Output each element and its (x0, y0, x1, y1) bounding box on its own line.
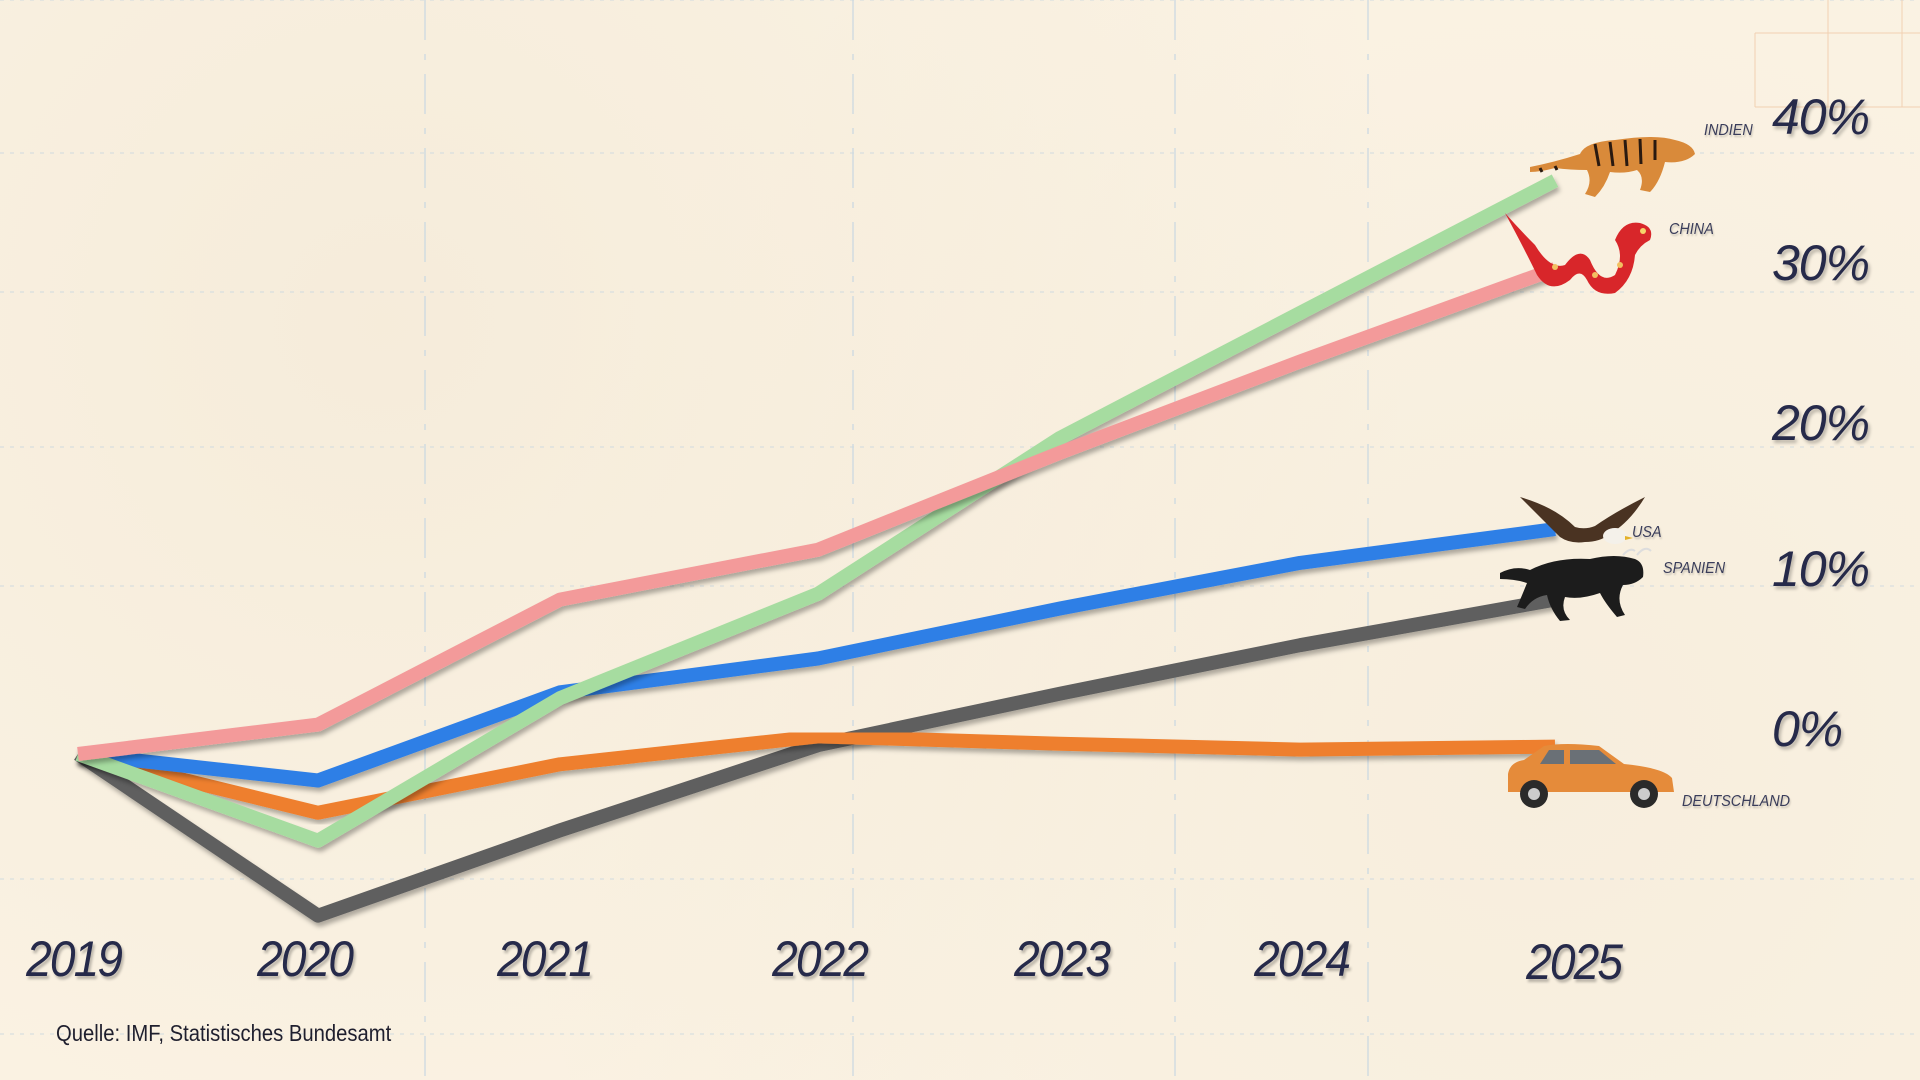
label-indien: INDIEN (1704, 122, 1753, 139)
x-tick-2024: 2024 (1254, 931, 1351, 987)
x-tick-2021: 2021 (497, 931, 594, 987)
series-lines (74, 174, 1559, 923)
x-tick-2025: 2025 (1526, 934, 1623, 990)
source-note: Quelle: IMF, Statistisches Bundesamt (56, 1020, 392, 1046)
series-line-usa (77, 522, 1556, 788)
y-tick-10: 10% (1772, 541, 1870, 597)
x-tick-2022: 2022 (772, 931, 869, 987)
series-line-indien (75, 174, 1559, 848)
series-line-spanien (74, 592, 1557, 923)
x-tick-2020: 2020 (257, 931, 354, 987)
x-tick-2019: 2019 (26, 931, 123, 987)
eagle-icon (1515, 492, 1655, 552)
dragon-icon (1495, 205, 1665, 300)
bull-icon (1495, 545, 1655, 625)
y-tick-30: 30% (1772, 235, 1870, 291)
dashed-grid-lines (0, 0, 1920, 1050)
tiger-icon (1525, 122, 1705, 202)
x-tick-2023: 2023 (1014, 931, 1111, 987)
corner-decoration (1754, 0, 1920, 108)
series-line-deutschland (76, 729, 1556, 820)
label-usa: USA (1632, 524, 1662, 541)
label-deutschland: DEUTSCHLAND (1682, 793, 1791, 810)
label-spanien: SPANIEN (1663, 560, 1726, 577)
label-china: CHINA (1669, 221, 1714, 238)
y-tick-0: 0% (1772, 701, 1843, 757)
series-line-china (77, 262, 1558, 761)
y-tick-40: 40% (1772, 89, 1870, 145)
car-icon (1504, 742, 1678, 814)
y-tick-20: 20% (1772, 395, 1870, 451)
